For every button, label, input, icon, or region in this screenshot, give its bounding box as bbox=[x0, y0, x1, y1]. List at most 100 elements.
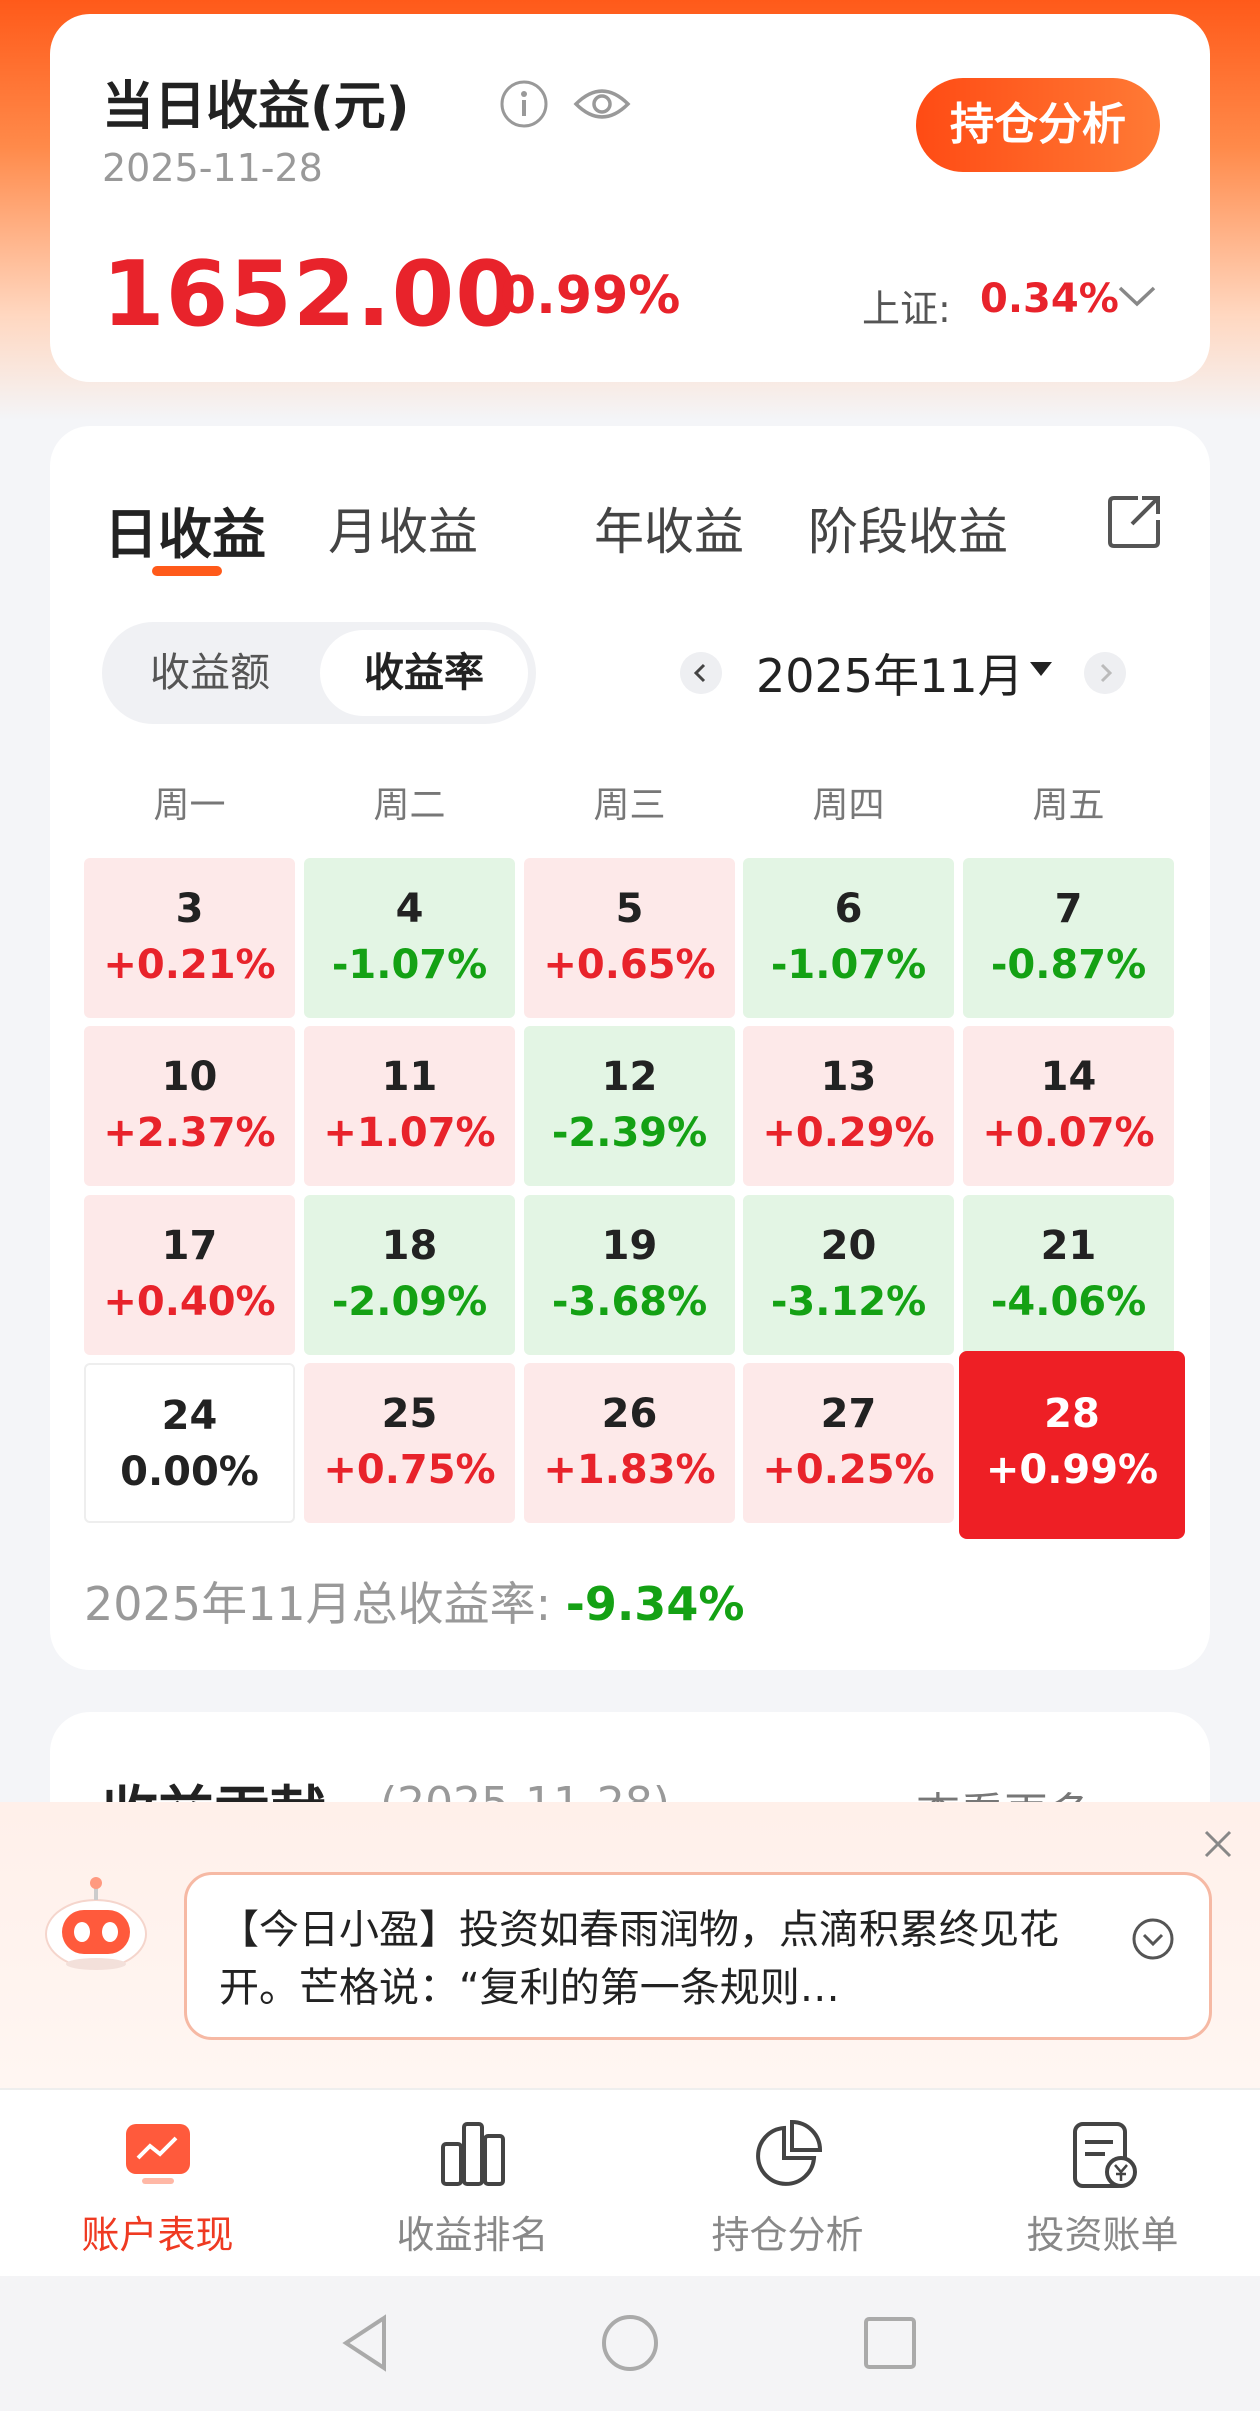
day-number: 24 bbox=[161, 1393, 218, 1439]
day-return: +0.21% bbox=[103, 942, 276, 988]
day-return: -2.09% bbox=[331, 1279, 488, 1325]
day-return: +1.07% bbox=[323, 1110, 496, 1156]
calendar-day-cell[interactable]: 17 +0.40% bbox=[84, 1195, 295, 1355]
tab-period[interactable]: 阶段收益 bbox=[808, 503, 1008, 561]
earnings-percent: 0.99% bbox=[500, 266, 681, 326]
calendar-day-cell[interactable]: 19 -3.68% bbox=[524, 1195, 735, 1355]
weekday-label: 周三 bbox=[593, 785, 666, 826]
month-total-value: -9.34% bbox=[565, 1577, 745, 1631]
calendar-day-cell[interactable]: 14 +0.07% bbox=[963, 1026, 1174, 1186]
day-return: -3.68% bbox=[551, 1279, 708, 1325]
day-number: 26 bbox=[601, 1391, 658, 1437]
daily-earnings-card: 当日收益(元) 2025-11-28 1652.00 0.99% 持仓分析 上证… bbox=[50, 14, 1210, 382]
bill-icon bbox=[1073, 2122, 1137, 2188]
tab-monthly[interactable]: 月收益 bbox=[328, 503, 478, 561]
toggle-rate[interactable]: 收益率 bbox=[320, 630, 528, 716]
calendar-day-cell[interactable]: 6 -1.07% bbox=[743, 858, 954, 1018]
weekday-label: 周四 bbox=[812, 785, 885, 826]
caret-down-icon[interactable] bbox=[1030, 662, 1052, 676]
day-return: -3.12% bbox=[770, 1279, 927, 1325]
nav-label: 账户表现 bbox=[81, 2213, 234, 2257]
day-return: +0.65% bbox=[543, 942, 716, 988]
tab-daily[interactable]: 日收益 bbox=[104, 503, 266, 566]
month-selector[interactable]: 2025年11月 bbox=[756, 649, 1024, 703]
nav-position-analysis[interactable]: 持仓分析 bbox=[630, 2090, 945, 2278]
next-month-icon[interactable] bbox=[1084, 652, 1126, 694]
day-number: 6 bbox=[834, 886, 863, 932]
system-navigation-bar bbox=[0, 2276, 1260, 2411]
close-icon[interactable] bbox=[1200, 1826, 1236, 1862]
day-return: -0.87% bbox=[990, 942, 1147, 988]
calendar-day-cell[interactable]: 25 +0.75% bbox=[304, 1363, 515, 1523]
day-number: 11 bbox=[381, 1054, 438, 1100]
day-return: +0.40% bbox=[103, 1279, 276, 1325]
day-return: -1.07% bbox=[331, 942, 488, 988]
calendar-day-cell[interactable]: 24 0.00% bbox=[84, 1363, 295, 1523]
calendar-day-cell[interactable]: 11 +1.07% bbox=[304, 1026, 515, 1186]
day-return: 0.00% bbox=[120, 1449, 259, 1495]
tab-yearly[interactable]: 年收益 bbox=[594, 503, 744, 561]
metric-toggle: 收益额 收益率 bbox=[102, 622, 536, 724]
day-return: +0.07% bbox=[982, 1110, 1155, 1156]
calendar-day-cell[interactable]: 4 -1.07% bbox=[304, 858, 515, 1018]
recents-icon[interactable] bbox=[862, 2312, 918, 2374]
day-number: 27 bbox=[820, 1391, 877, 1437]
day-number: 28 bbox=[1044, 1391, 1100, 1437]
day-number: 14 bbox=[1040, 1054, 1097, 1100]
day-number: 20 bbox=[820, 1223, 877, 1269]
weekday-label: 周二 bbox=[373, 785, 446, 826]
calendar-day-cell[interactable]: 13 +0.29% bbox=[743, 1026, 954, 1186]
calendar-day-cell[interactable]: 5 +0.65% bbox=[524, 858, 735, 1018]
nav-investment-bill[interactable]: 投资账单 bbox=[945, 2090, 1260, 2278]
calendar-day-cell[interactable]: 27 +0.25% bbox=[743, 1363, 954, 1523]
day-return: +0.25% bbox=[762, 1447, 935, 1493]
expand-down-icon[interactable] bbox=[1131, 1917, 1175, 1961]
day-return: +0.75% bbox=[323, 1447, 496, 1493]
info-icon[interactable] bbox=[498, 78, 550, 130]
nav-label: 持仓分析 bbox=[711, 2213, 864, 2257]
day-number: 5 bbox=[615, 886, 644, 932]
bar-chart-icon bbox=[441, 2122, 505, 2186]
day-return: +0.29% bbox=[762, 1110, 935, 1156]
calendar-day-cell[interactable]: 12 -2.39% bbox=[524, 1026, 735, 1186]
prev-month-icon[interactable] bbox=[680, 652, 722, 694]
back-icon[interactable] bbox=[338, 2312, 392, 2374]
home-icon[interactable] bbox=[600, 2312, 660, 2374]
toggle-amount[interactable]: 收益额 bbox=[150, 650, 270, 696]
index-value: 0.34% bbox=[980, 276, 1119, 322]
day-number: 19 bbox=[601, 1223, 658, 1269]
day-return: -1.07% bbox=[770, 942, 927, 988]
calendar-day-cell[interactable]: 20 -3.12% bbox=[743, 1195, 954, 1355]
eye-icon[interactable] bbox=[572, 76, 632, 132]
day-number: 25 bbox=[381, 1391, 438, 1437]
month-total-label: 2025年11月总收益率: bbox=[84, 1577, 552, 1631]
calendar-day-cell[interactable]: 21 -4.06% bbox=[963, 1195, 1174, 1355]
day-number: 18 bbox=[381, 1223, 438, 1269]
chart-screen-icon bbox=[126, 2124, 190, 2184]
index-label: 上证: bbox=[862, 287, 951, 331]
tip-text: 【今日小盈】投资如春雨润物，点滴积累终见花开。芒格说：“复利的第一条规则… bbox=[219, 1907, 1059, 2011]
tip-banner: 【今日小盈】投资如春雨润物，点滴积累终见花开。芒格说：“复利的第一条规则… bbox=[0, 1802, 1260, 2088]
calendar-day-cell[interactable]: 3 +0.21% bbox=[84, 858, 295, 1018]
daily-earnings-title: 当日收益(元) bbox=[102, 77, 410, 137]
calendar-day-cell[interactable]: 28 +0.99% bbox=[959, 1351, 1185, 1539]
calendar-day-cell[interactable]: 7 -0.87% bbox=[963, 858, 1174, 1018]
nav-account-performance[interactable]: 账户表现 bbox=[0, 2090, 315, 2278]
tip-bubble[interactable]: 【今日小盈】投资如春雨润物，点滴积累终见花开。芒格说：“复利的第一条规则… bbox=[184, 1872, 1212, 2040]
day-number: 3 bbox=[175, 886, 204, 932]
nav-earnings-ranking[interactable]: 收益排名 bbox=[315, 2090, 630, 2278]
nav-label: 投资账单 bbox=[1026, 2213, 1179, 2257]
position-analysis-button[interactable]: 持仓分析 bbox=[916, 78, 1160, 172]
robot-mascot-icon bbox=[45, 1877, 147, 1970]
earnings-calendar-card: 日收益 月收益 年收益 阶段收益 收益额 收益率 2025年11月 周一 周二 周三… bbox=[50, 426, 1210, 1670]
day-number: 7 bbox=[1054, 886, 1083, 932]
day-number: 21 bbox=[1040, 1223, 1097, 1269]
calendar-day-cell[interactable]: 10 +2.37% bbox=[84, 1026, 295, 1186]
day-return: -4.06% bbox=[990, 1279, 1147, 1325]
calendar-day-cell[interactable]: 26 +1.83% bbox=[524, 1363, 735, 1523]
chevron-down-icon[interactable] bbox=[1116, 282, 1158, 312]
day-number: 17 bbox=[161, 1223, 218, 1269]
calendar-day-cell[interactable]: 18 -2.09% bbox=[304, 1195, 515, 1355]
day-number: 13 bbox=[820, 1054, 877, 1100]
share-icon[interactable] bbox=[1104, 492, 1164, 552]
